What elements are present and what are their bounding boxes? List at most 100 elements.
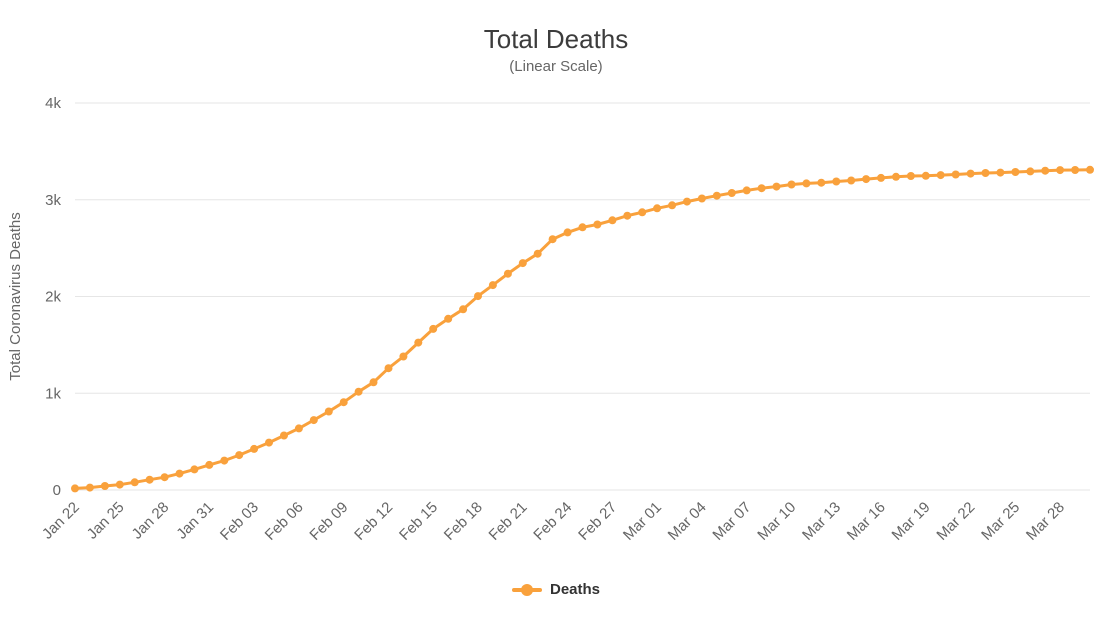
x-tick-label: Feb 03 — [217, 499, 262, 544]
data-point-marker[interactable] — [205, 460, 214, 469]
data-point-marker[interactable] — [951, 170, 960, 179]
line-chart: 0 1k 2k 3k 4k Jan 22 Jan 25 Jan 28 Jan 31 Feb 03 F… — [0, 79, 1112, 579]
data-point-marker[interactable] — [906, 172, 915, 180]
x-tick-label: Feb 06 — [262, 499, 307, 544]
data-point-marker[interactable] — [175, 469, 184, 478]
data-point-marker[interactable] — [429, 324, 438, 333]
data-point-marker[interactable] — [518, 259, 527, 268]
y-axis-title: Total Coronavirus Deaths — [7, 212, 24, 380]
data-point-marker[interactable] — [847, 176, 856, 185]
x-tick-label: Jan 22 — [39, 499, 83, 543]
data-point-marker[interactable] — [533, 249, 542, 258]
data-point-marker[interactable] — [638, 208, 647, 217]
x-tick-label: Mar 16 — [844, 499, 889, 544]
data-point-marker[interactable] — [936, 171, 945, 180]
x-tick-label: Mar 19 — [889, 499, 934, 544]
data-point-marker[interactable] — [280, 431, 288, 440]
data-point-marker[interactable] — [548, 235, 557, 244]
data-point-marker[interactable] — [190, 465, 199, 474]
data-point-marker[interactable] — [742, 186, 751, 195]
x-tick-label: Feb 09 — [306, 499, 351, 544]
x-tick-label: Jan 31 — [173, 499, 217, 543]
data-point-marker[interactable] — [921, 171, 930, 180]
data-point-marker[interactable] — [444, 314, 453, 323]
data-point-marker[interactable] — [354, 387, 363, 396]
data-point-marker[interactable] — [892, 172, 900, 181]
data-point-marker[interactable] — [1086, 165, 1094, 174]
data-point-marker[interactable] — [683, 197, 691, 206]
y-tick-label: 0 — [53, 482, 61, 499]
y-tick-label: 3k — [45, 192, 61, 209]
legend-line-marker-icon — [511, 583, 542, 597]
x-tick-label: Mar 22 — [933, 499, 978, 544]
data-point-marker[interactable] — [265, 438, 273, 447]
data-point-marker[interactable] — [862, 175, 871, 184]
data-point-marker[interactable] — [563, 228, 572, 237]
data-point-marker[interactable] — [981, 169, 990, 177]
data-point-marker[interactable] — [414, 338, 423, 347]
data-point-marker[interactable] — [757, 184, 766, 193]
x-tick-label: Feb 12 — [351, 499, 396, 544]
data-point-marker[interactable] — [578, 223, 587, 232]
data-point-marker[interactable] — [772, 182, 781, 191]
data-point-marker[interactable] — [653, 204, 662, 213]
data-point-marker[interactable] — [1041, 166, 1050, 175]
y-tick-label: 2k — [45, 289, 61, 306]
data-point-marker[interactable] — [71, 484, 79, 493]
x-tick-label: Feb 27 — [575, 499, 620, 544]
data-point-marker[interactable] — [324, 407, 333, 416]
x-tick-label: Jan 25 — [84, 499, 128, 543]
data-point-marker[interactable] — [235, 451, 244, 460]
x-tick-label: Mar 10 — [754, 499, 799, 544]
data-point-marker[interactable] — [115, 480, 124, 489]
data-point-marker[interactable] — [802, 179, 811, 188]
legend-label: Deaths — [549, 581, 601, 598]
data-point-marker[interactable] — [488, 281, 497, 290]
data-point-marker[interactable] — [1026, 167, 1035, 176]
data-point-marker[interactable] — [339, 398, 348, 407]
data-point-marker[interactable] — [712, 191, 721, 200]
data-point-marker[interactable] — [668, 201, 677, 210]
data-point-marker[interactable] — [250, 444, 259, 453]
x-tick-label: Mar 28 — [1023, 499, 1068, 544]
data-point-marker[interactable] — [697, 194, 706, 203]
data-point-marker[interactable] — [623, 211, 632, 220]
data-point-marker[interactable] — [160, 473, 169, 482]
data-point-marker[interactable] — [1056, 166, 1065, 175]
data-point-marker[interactable] — [1011, 168, 1020, 176]
data-point-marker[interactable] — [996, 168, 1005, 177]
data-point-marker[interactable] — [130, 478, 139, 487]
data-point-marker[interactable] — [1071, 166, 1080, 174]
deaths-line — [73, 168, 1092, 490]
data-point-marker[interactable] — [399, 352, 408, 361]
x-tick-label: Mar 04 — [665, 499, 710, 544]
data-point-marker[interactable] — [817, 178, 826, 187]
data-point-marker[interactable] — [877, 173, 885, 182]
x-tick-label: Mar 01 — [620, 499, 665, 544]
data-point-marker[interactable] — [220, 456, 229, 465]
data-point-marker[interactable] — [369, 378, 378, 387]
data-point-marker[interactable] — [503, 269, 512, 278]
data-point-marker[interactable] — [966, 169, 975, 178]
chart-subtitle: (Linear Scale) — [509, 58, 603, 75]
data-point-marker[interactable] — [832, 177, 841, 186]
data-point-marker[interactable] — [608, 216, 617, 225]
data-point-marker[interactable] — [85, 483, 94, 492]
data-point-marker[interactable] — [384, 364, 393, 373]
data-point-marker[interactable] — [145, 475, 154, 484]
x-tick-label: Mar 13 — [799, 499, 844, 544]
data-point-marker[interactable] — [727, 189, 736, 197]
x-tick-label: Feb 18 — [441, 499, 486, 544]
data-point-marker[interactable] — [309, 416, 318, 425]
legend-item-deaths[interactable]: Deaths — [511, 581, 601, 598]
y-tick-label: 1k — [45, 385, 61, 402]
x-tick-label: Feb 21 — [486, 499, 531, 544]
data-point-marker[interactable] — [294, 424, 303, 433]
data-point-marker[interactable] — [787, 180, 796, 189]
data-point-marker[interactable] — [459, 305, 468, 314]
data-point-marker[interactable] — [593, 220, 602, 229]
data-point-marker[interactable] — [474, 292, 482, 301]
data-point-marker[interactable] — [100, 482, 109, 490]
